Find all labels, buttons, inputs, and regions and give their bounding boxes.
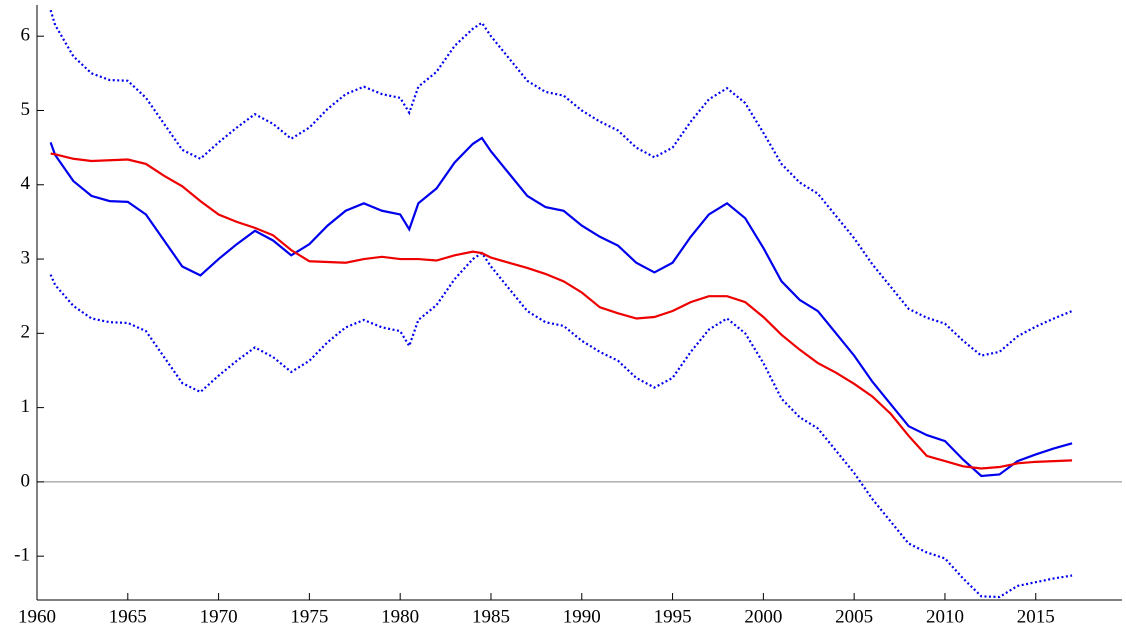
- y-tick-label: 4: [21, 173, 31, 194]
- y-tick-label: 1: [21, 396, 31, 417]
- x-tick-label: 2015: [1017, 606, 1055, 627]
- x-tick-label: 2010: [926, 606, 964, 627]
- x-tick-label: 2005: [835, 606, 873, 627]
- x-tick-label: 1965: [109, 606, 147, 627]
- x-tick-label: 1980: [381, 606, 419, 627]
- x-tick-label: 1985: [472, 606, 510, 627]
- y-tick-label: -1: [14, 545, 30, 566]
- y-tick-label: 6: [21, 25, 31, 46]
- series-line: [49, 9, 1073, 357]
- x-tick-label: 1975: [290, 606, 328, 627]
- series-line: [49, 251, 1073, 599]
- y-tick-label: 5: [21, 99, 31, 120]
- x-tick-label: 1960: [18, 606, 56, 627]
- x-tick-label: 1970: [200, 606, 238, 627]
- series-line: [49, 136, 1073, 478]
- x-tick-label: 2000: [744, 606, 782, 627]
- y-tick-label: 0: [21, 470, 31, 491]
- y-tick-label: 3: [21, 247, 31, 268]
- y-tick-label: 2: [21, 322, 31, 343]
- series-line: [50, 152, 1073, 470]
- x-tick-label: 1990: [563, 606, 601, 627]
- x-tick-label: 1995: [654, 606, 692, 627]
